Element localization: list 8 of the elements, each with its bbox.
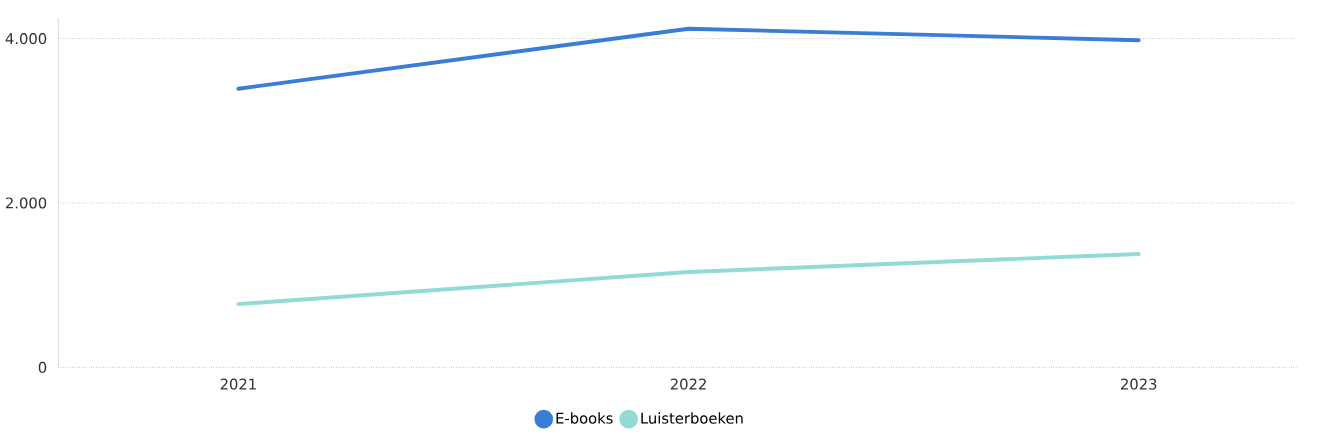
- legend-label: Luisterboeken: [641, 412, 743, 424]
- y-tick-label: 0: [38, 361, 47, 373]
- y-tick-label: 4.000: [5, 33, 47, 45]
- x-tick-label: 2023: [1121, 378, 1157, 390]
- x-tick-label: 2021: [220, 378, 256, 390]
- legend-label: E-books: [556, 412, 613, 424]
- x-tick-label: 2022: [670, 378, 706, 390]
- y-tick-label: 2.000: [6, 197, 47, 209]
